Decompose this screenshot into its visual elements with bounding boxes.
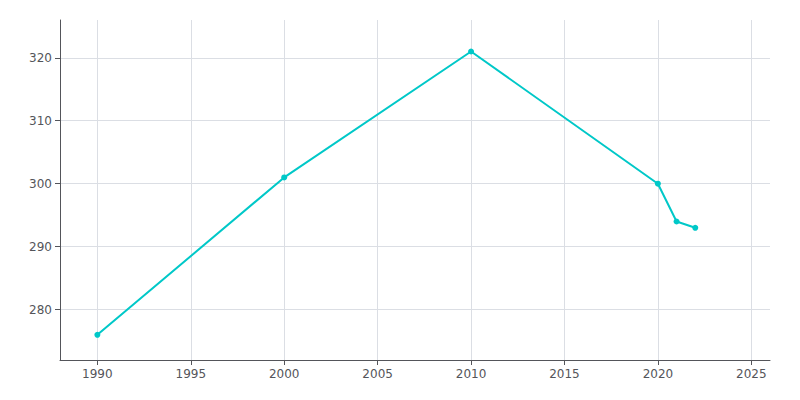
svg-text:320: 320 xyxy=(29,51,52,65)
svg-text:2015: 2015 xyxy=(549,367,580,381)
svg-text:2010: 2010 xyxy=(456,367,487,381)
svg-text:300: 300 xyxy=(29,177,52,191)
svg-text:310: 310 xyxy=(29,114,52,128)
svg-text:2025: 2025 xyxy=(736,367,767,381)
svg-text:2005: 2005 xyxy=(362,367,393,381)
svg-text:1990: 1990 xyxy=(82,367,113,381)
svg-text:2020: 2020 xyxy=(643,367,674,381)
svg-text:1995: 1995 xyxy=(176,367,207,381)
svg-text:280: 280 xyxy=(29,303,52,317)
svg-text:290: 290 xyxy=(29,240,52,254)
svg-text:2000: 2000 xyxy=(269,367,300,381)
